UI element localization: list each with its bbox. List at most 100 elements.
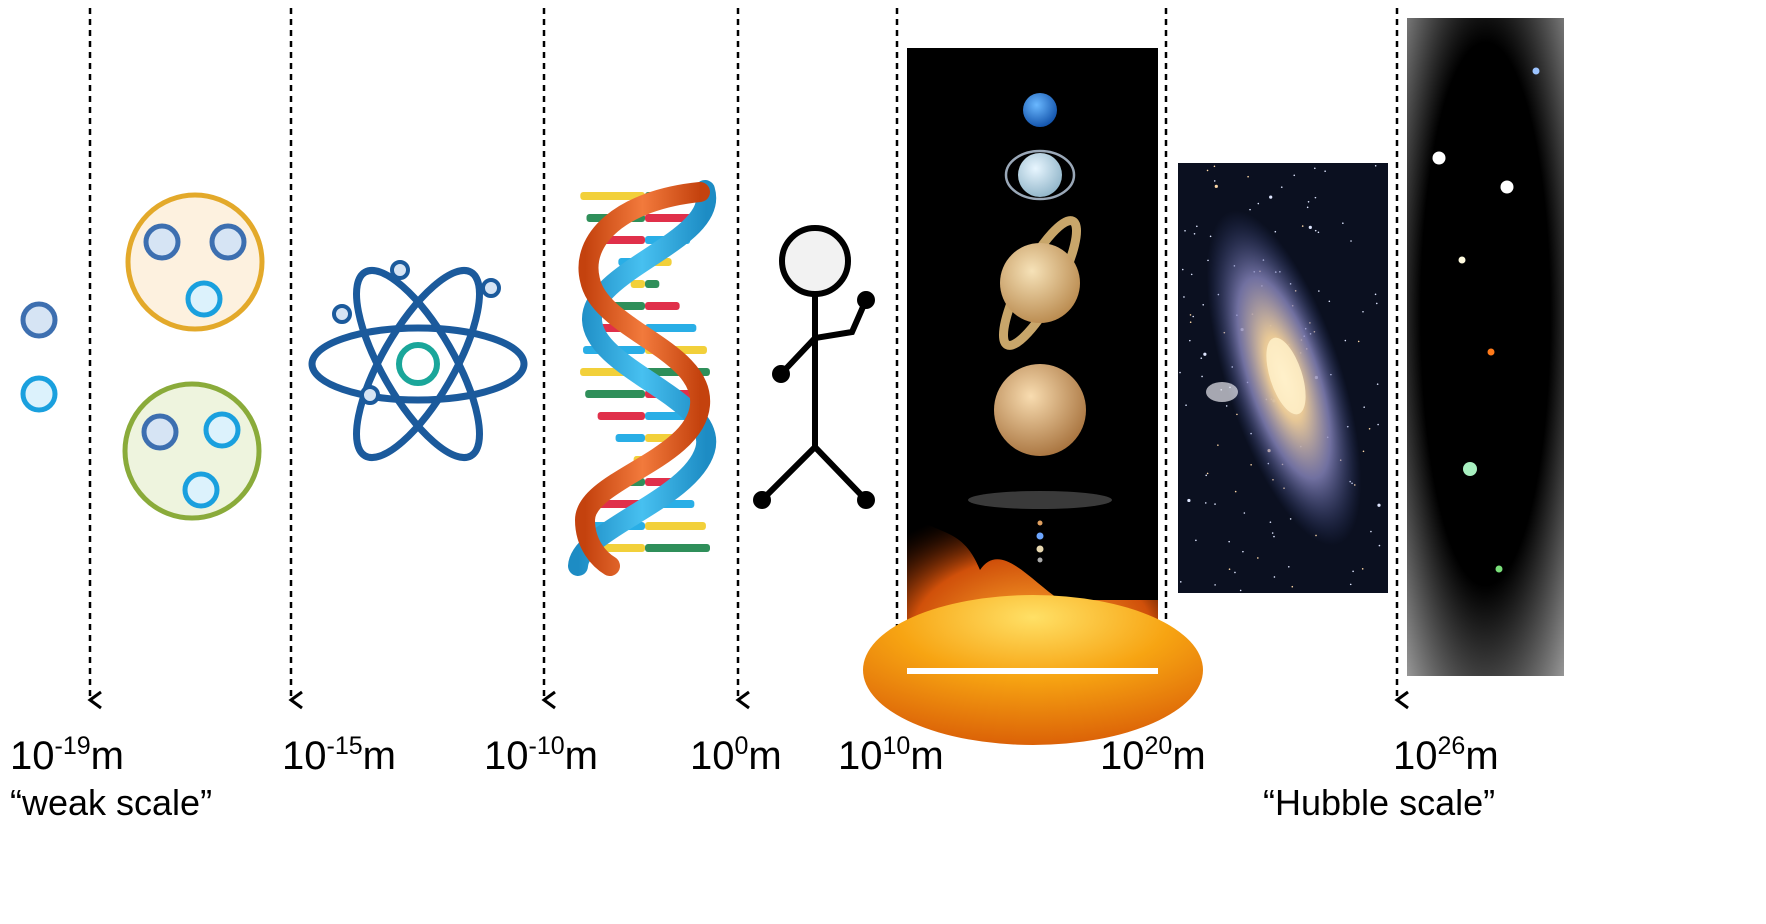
galaxy-star <box>1183 296 1185 298</box>
galaxy-star <box>1377 383 1379 385</box>
galaxy-star <box>1214 584 1216 586</box>
galaxy-star <box>1363 450 1365 452</box>
proton-icon <box>128 195 262 329</box>
galaxy-star <box>1358 341 1360 343</box>
galaxy-star <box>1318 290 1320 292</box>
galaxy-star <box>1377 504 1380 507</box>
galaxy-star <box>1190 314 1192 316</box>
galaxy-star <box>1185 404 1187 406</box>
galaxy-star <box>1345 340 1347 342</box>
galaxy-star <box>1200 357 1202 359</box>
galaxy-star <box>1190 321 1192 323</box>
dna-base-left <box>616 434 645 442</box>
galaxy-star <box>1307 207 1309 209</box>
caption-weak-scale: “weak scale” <box>10 784 212 822</box>
galaxy-star <box>1309 226 1312 229</box>
galaxy-star <box>1288 566 1290 568</box>
galaxy-star <box>1324 170 1326 172</box>
galaxy-star <box>1244 512 1246 514</box>
galaxy-star <box>1342 222 1344 224</box>
galaxy-star <box>1203 353 1206 356</box>
galaxy-star <box>1214 165 1216 167</box>
galaxy-image <box>1175 163 1393 593</box>
galaxy-star <box>1201 376 1203 378</box>
galaxy-star <box>1202 304 1204 306</box>
scale-label-nucleus: 10-15m <box>282 736 396 776</box>
galaxy-star <box>1375 294 1377 296</box>
scale-label-weak: 10-19m <box>10 736 124 776</box>
galaxy-star <box>1226 405 1228 407</box>
galaxy-star <box>1196 225 1198 227</box>
galaxy-star <box>1272 532 1274 534</box>
galaxy-star <box>1214 180 1216 182</box>
galaxy-star <box>1363 406 1365 408</box>
stick-figure-icon <box>756 228 872 506</box>
galaxy-star <box>1362 311 1364 313</box>
galaxy-star <box>1249 209 1251 211</box>
galaxy-star <box>1191 274 1193 276</box>
galaxy-star <box>1275 231 1277 233</box>
caption-hubble-scale: “Hubble scale” <box>1263 784 1495 822</box>
atom-icon <box>312 254 524 474</box>
galaxy-star <box>1293 174 1295 176</box>
galaxy-star <box>1187 499 1190 502</box>
galaxy-star <box>1375 165 1377 167</box>
galaxy-star <box>1379 545 1381 547</box>
solar-system-image <box>863 48 1203 745</box>
galaxy-star <box>1194 233 1196 235</box>
galaxy-star <box>1302 225 1304 227</box>
galaxy-star <box>1291 586 1293 588</box>
scale-label-solar: 1010m <box>838 736 944 776</box>
galaxy-star <box>1318 231 1320 233</box>
galaxy-star <box>1242 551 1244 553</box>
galaxy-star <box>1205 502 1207 504</box>
nucleon-icon <box>125 195 262 518</box>
galaxy-star <box>1247 176 1249 178</box>
galaxy-star <box>1235 491 1237 493</box>
dna-base-left <box>585 390 645 398</box>
galaxy-star <box>1228 541 1230 543</box>
galaxy-star <box>1180 581 1182 583</box>
scale-label-hubble: 1026m <box>1393 736 1499 776</box>
dna-base-right <box>645 280 659 288</box>
galaxy-star <box>1189 340 1191 342</box>
scale-label-atom: 10-10m <box>484 736 598 776</box>
galaxy-star <box>1362 568 1364 570</box>
galaxy-star <box>1350 584 1352 586</box>
galaxy-star <box>1195 540 1197 542</box>
galaxy-star <box>1315 230 1317 232</box>
galaxy-star <box>1250 464 1252 466</box>
dna-base-right <box>645 522 706 530</box>
galaxy-star <box>1207 170 1209 172</box>
galaxy-star <box>1274 576 1276 578</box>
neutron-icon <box>125 384 259 518</box>
dna-base-right <box>645 544 710 552</box>
galaxy-star <box>1308 201 1310 203</box>
galaxy-star <box>1377 424 1379 426</box>
galaxy-star <box>1329 300 1331 302</box>
galaxy-star <box>1376 303 1378 305</box>
galaxy-star <box>1184 230 1186 232</box>
dna-base-right <box>645 302 680 310</box>
dna-base-left <box>598 412 645 420</box>
galaxy-star <box>1182 269 1184 271</box>
galaxy-star <box>1179 372 1181 374</box>
universe-image <box>1407 18 1564 676</box>
galaxy-star <box>1273 536 1275 538</box>
galaxy-star <box>1370 531 1372 533</box>
quark-icon <box>23 304 55 410</box>
galaxy-star <box>1350 240 1352 242</box>
galaxy-star <box>1240 590 1242 592</box>
galaxy-star <box>1258 203 1260 205</box>
galaxy-star <box>1315 197 1317 199</box>
scale-label-human: 100m <box>690 736 782 776</box>
galaxy-star <box>1352 571 1354 573</box>
galaxy-star <box>1192 316 1194 318</box>
scale-label-galaxy: 1020m <box>1100 736 1206 776</box>
galaxy-star <box>1269 196 1272 199</box>
galaxy-star <box>1217 444 1219 446</box>
galaxy-star <box>1229 568 1231 570</box>
galaxy-star <box>1205 475 1207 477</box>
dna-helix-icon <box>578 190 710 566</box>
